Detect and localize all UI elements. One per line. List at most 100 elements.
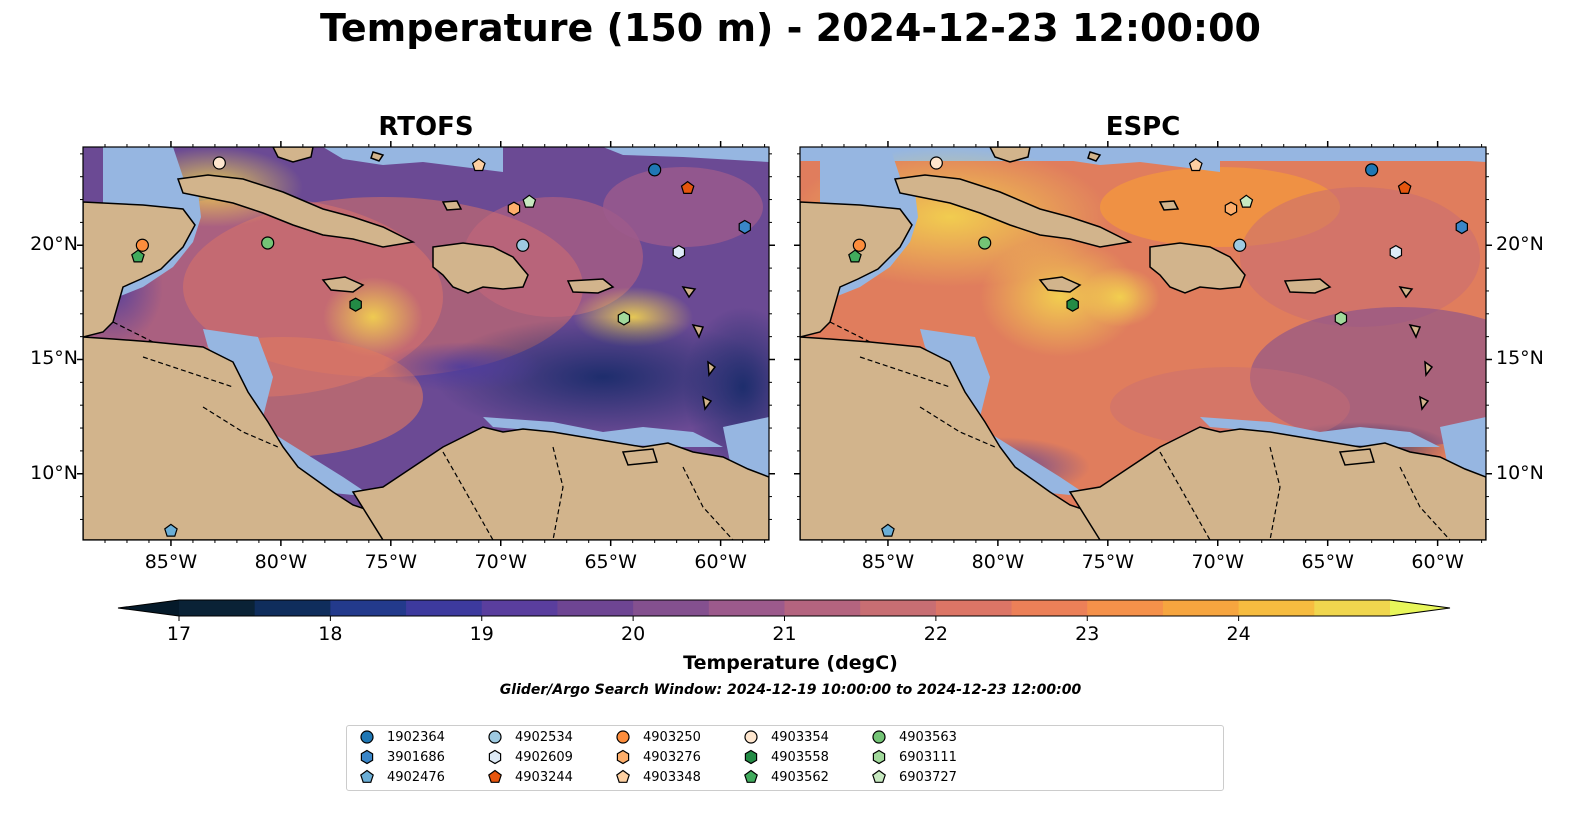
float-marker-4903348-espc (1188, 158, 1203, 172)
float-marker-6903727-espc (1239, 194, 1254, 208)
legend-item-4903348: 4903348 (615, 767, 701, 787)
float-marker-4903276-rtofs (507, 201, 521, 216)
colorbar-tick-label: 21 (772, 623, 797, 645)
float-legend: 1902364 3901686 4902476 4902534 4902609 49032… (346, 725, 1224, 791)
float-marker-1902364-rtofs (648, 163, 662, 177)
legend-marker-circle-icon (872, 730, 886, 744)
legend-marker-hexagon-icon (616, 749, 630, 765)
float-marker-4903562-espc (848, 249, 862, 263)
colorbar-tick-label: 17 (166, 623, 192, 645)
legend-label: 4903244 (515, 769, 573, 785)
legend-marker (616, 769, 630, 783)
float-marker-4902476-espc (881, 523, 895, 537)
legend-item-4902609: 4902609 (487, 747, 573, 767)
panel-title-rtofs: RTOFS (378, 112, 474, 142)
legend-marker (872, 769, 886, 783)
float-marker-4903558-espc (1066, 297, 1079, 312)
figure-title: Temperature (150 m) - 2024-12-23 12:00:0… (319, 6, 1261, 50)
float-marker-4903354-rtofs (212, 156, 226, 170)
legend-marker (872, 730, 886, 744)
legend-marker-circle-icon (360, 730, 374, 744)
panel-title-espc: ESPC (1105, 112, 1181, 142)
float-marker-4903563-rtofs (261, 236, 275, 250)
legend-marker-hexagon-icon (872, 749, 886, 765)
legend-label: 4903276 (643, 749, 701, 765)
legend-marker (488, 749, 502, 765)
colorbar-segment (1238, 600, 1315, 616)
lon-tick-label: 85°W (144, 551, 198, 573)
legend-marker-pentagon-icon (616, 769, 630, 783)
lon-tick-label: 85°W (861, 551, 915, 573)
float-marker-6903111-espc (1334, 311, 1348, 326)
legend-label: 4903348 (643, 769, 701, 785)
float-marker-6903111-rtofs (617, 311, 631, 326)
legend-marker-pentagon-icon (744, 769, 758, 783)
float-marker-4903354-espc (929, 156, 943, 170)
float-marker-4903558-rtofs (349, 297, 362, 312)
legend-marker (616, 749, 630, 765)
search-window-text: Glider/Argo Search Window: 2024-12-19 10… (499, 682, 1082, 698)
lon-tick-label: 60°W (1411, 551, 1464, 573)
lon-tick-label: 80°W (254, 551, 308, 573)
legend-marker (360, 769, 374, 783)
legend-marker-hexagon-icon (744, 749, 758, 765)
colorbar-tick-label: 23 (1075, 623, 1100, 645)
legend-label: 4903354 (771, 729, 829, 745)
legend-item-6903111: 6903111 (871, 747, 957, 767)
legend-label: 4903563 (899, 729, 957, 745)
colorbar-tick-label: 18 (318, 623, 343, 645)
float-marker-3901686-rtofs (738, 219, 752, 235)
colorbar-segment (1011, 600, 1088, 616)
legend-marker-circle-icon (616, 730, 630, 744)
colorbar-tick-label: 20 (621, 623, 646, 645)
lon-tick-label: 70°W (1191, 551, 1244, 573)
legend-label: 6903727 (899, 769, 957, 785)
legend-marker-hexagon-icon (488, 749, 502, 765)
colorbar-segment (557, 600, 634, 616)
legend-marker-circle-icon (744, 730, 758, 744)
float-marker-4903276-espc (1224, 201, 1238, 216)
legend-marker (488, 769, 502, 783)
colorbar-segment (784, 600, 861, 616)
lon-tick-label: 60°W (694, 551, 747, 573)
legend-marker (488, 730, 502, 744)
colorbar-tick-label: 19 (469, 623, 494, 645)
colorbar-segment (1314, 600, 1391, 616)
legend-item-4903563: 4903563 (871, 727, 957, 747)
legend-label: 4903562 (771, 769, 829, 785)
lat-tick-label: 20°N (30, 233, 78, 256)
float-marker-4903244-espc (1397, 180, 1412, 194)
float-marker-4902534-espc (1233, 238, 1247, 252)
legend-item-4903276: 4903276 (615, 747, 701, 767)
float-marker-4903562-rtofs (131, 249, 145, 263)
colorbar-segment (1087, 600, 1164, 616)
colorbar-segment (633, 600, 710, 616)
float-marker-4902476-rtofs (164, 523, 178, 537)
colorbar-segment (406, 600, 483, 616)
colorbar-label: Temperature (degC) (683, 652, 898, 674)
float-marker-3901686-espc (1455, 219, 1469, 235)
legend-label: 4903250 (643, 729, 701, 745)
lat-tick-label: 15°N (30, 347, 78, 370)
float-marker-4903244-rtofs (680, 180, 695, 194)
legend-item-4903250: 4903250 (615, 727, 701, 747)
colorbar-segment (708, 600, 785, 616)
colorbar-segment (179, 600, 256, 616)
legend-label: 4903558 (771, 749, 829, 765)
legend-item-6903727: 6903727 (871, 767, 957, 787)
lat-tick-label: 15°N (1496, 347, 1544, 370)
lon-tick-label: 65°W (1301, 551, 1354, 573)
lon-tick-label: 65°W (584, 551, 637, 573)
legend-marker-hexagon-icon (360, 749, 374, 765)
legend-label: 6903111 (899, 749, 957, 765)
colorbar-segment (1162, 600, 1240, 616)
lon-tick-label: 75°W (364, 551, 418, 573)
legend-label: 4902609 (515, 749, 573, 765)
legend-label: 4902476 (387, 769, 445, 785)
legend-marker (744, 769, 758, 783)
float-marker-4902534-rtofs (516, 238, 530, 252)
legend-marker-pentagon-icon (360, 769, 374, 783)
legend-marker-circle-icon (488, 730, 502, 744)
legend-marker (872, 749, 886, 765)
